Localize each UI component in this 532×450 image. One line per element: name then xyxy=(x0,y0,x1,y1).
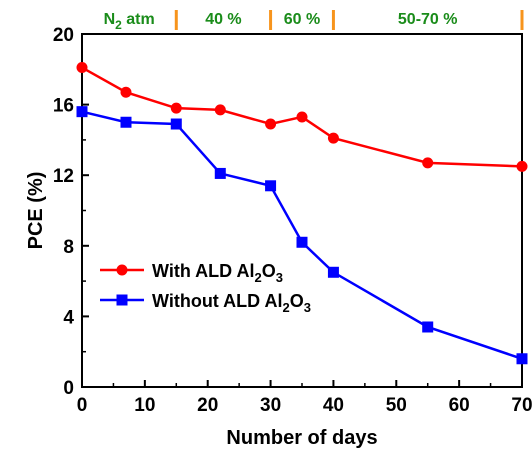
x-tick-label: 70 xyxy=(511,395,532,416)
legend-label-part: 2 xyxy=(282,300,289,315)
legend-label-part: Without ALD Al xyxy=(152,291,282,311)
x-tick-label: 50 xyxy=(386,395,407,416)
region-label-part: 2 xyxy=(115,18,122,32)
series-1-point xyxy=(265,118,277,130)
region-label-part: 40 % xyxy=(205,11,241,28)
series-1-point xyxy=(214,104,226,116)
legend-label-part: With ALD Al xyxy=(152,261,254,281)
y-tick-label: 20 xyxy=(53,25,74,46)
x-tick-label: 20 xyxy=(197,395,218,416)
y-tick-label: 12 xyxy=(53,166,74,187)
series-1-point xyxy=(296,111,308,123)
series-line-2 xyxy=(81,110,523,360)
series-1-point xyxy=(76,62,88,74)
region-label: 40 % xyxy=(205,11,241,28)
region-label-part: N xyxy=(104,11,116,28)
series-2-point xyxy=(120,116,132,128)
legend-label-part: 3 xyxy=(276,270,283,285)
legend-label-part: O xyxy=(290,291,304,311)
region-label: 60 % xyxy=(284,11,320,28)
legend-label-part: 3 xyxy=(304,300,311,315)
legend-marker xyxy=(116,264,128,276)
series-2-point xyxy=(214,167,226,179)
x-tick-label: 30 xyxy=(260,395,281,416)
x-tick-label: 10 xyxy=(134,395,155,416)
series-2-point xyxy=(327,266,339,278)
region-label-part: 60 % xyxy=(284,11,320,28)
legend-label-part: O xyxy=(262,261,276,281)
series-2-point xyxy=(265,180,277,192)
series-2-point xyxy=(296,236,308,248)
series-1-point xyxy=(516,160,528,172)
y-tick-label: 4 xyxy=(63,307,74,328)
x-axis-label: Number of days xyxy=(226,427,377,449)
region-label: N2 atm xyxy=(104,11,155,32)
series-2-point xyxy=(516,353,528,365)
x-tick-label: 40 xyxy=(323,395,344,416)
region-label-part: atm xyxy=(122,11,155,28)
series-1-point xyxy=(422,157,434,169)
series-2-point xyxy=(170,118,182,130)
legend-label-part: 2 xyxy=(254,270,261,285)
y-tick-label: 16 xyxy=(53,96,74,117)
region-label: 50-70 % xyxy=(398,11,458,28)
x-tick-label: 60 xyxy=(449,395,470,416)
series-1-point xyxy=(120,86,132,98)
series-2-point xyxy=(76,106,88,118)
y-tick-label: 0 xyxy=(63,378,74,399)
legend-label: Without ALD Al2O3 xyxy=(152,291,311,315)
legend-marker xyxy=(116,294,128,306)
x-tick-label: 0 xyxy=(77,395,88,416)
legend-label: With ALD Al2O3 xyxy=(152,261,283,285)
region-label-part: 50-70 % xyxy=(398,11,458,28)
y-axis-label: PCE (%) xyxy=(25,172,47,250)
y-tick-label: 8 xyxy=(63,237,74,258)
series-1-point xyxy=(327,132,339,144)
series-2-point xyxy=(422,321,434,333)
plot-frame xyxy=(81,33,523,388)
series-1-point xyxy=(170,102,182,114)
